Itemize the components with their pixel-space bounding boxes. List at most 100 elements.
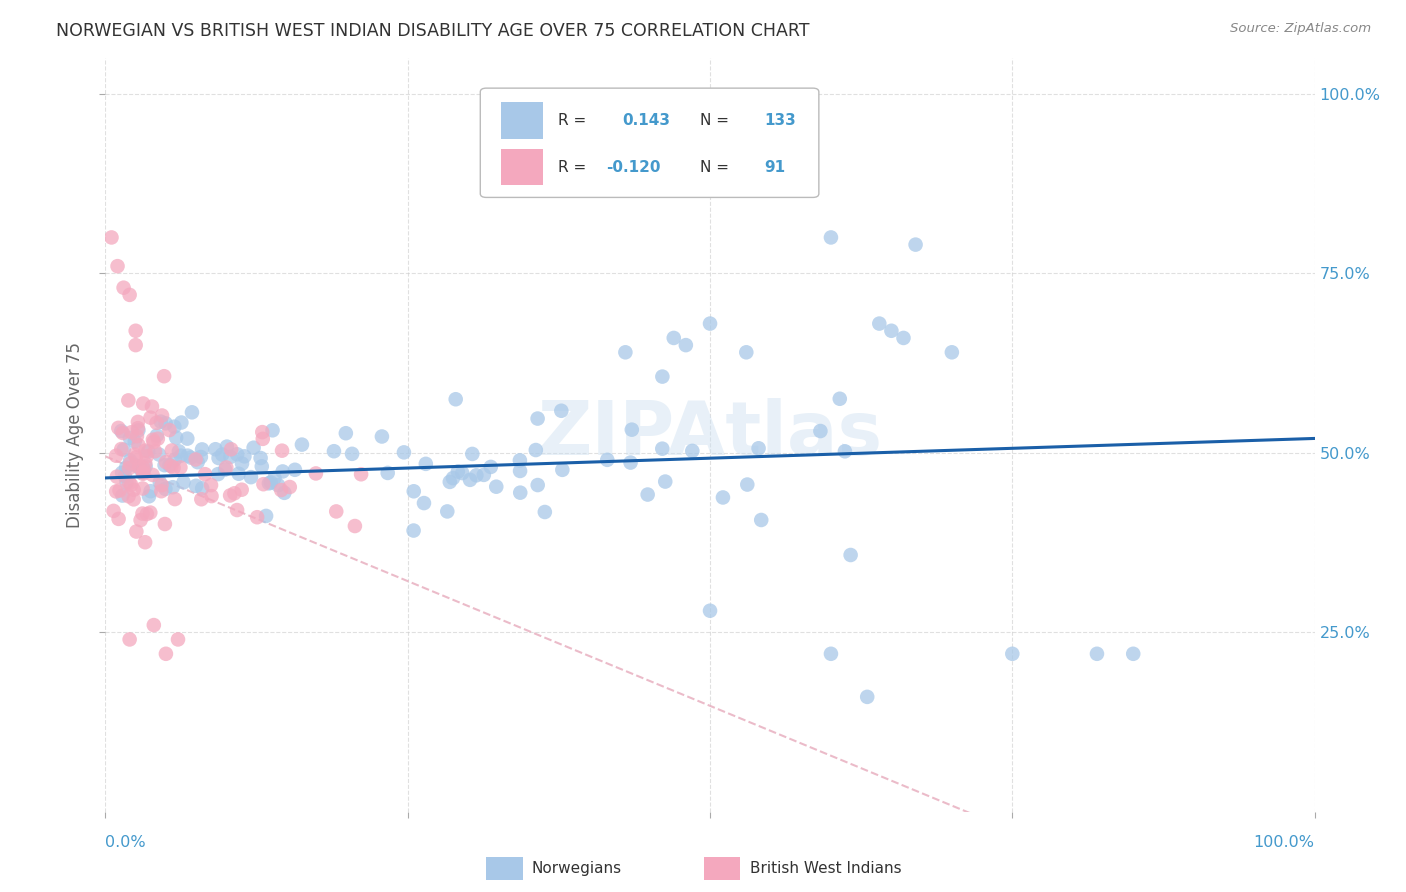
Point <box>150 478 173 492</box>
Point <box>194 467 217 482</box>
Point <box>111 425 134 440</box>
Point <box>135 507 157 521</box>
Point <box>451 466 474 480</box>
Point <box>458 473 481 487</box>
Point <box>291 437 314 451</box>
Point <box>278 480 301 494</box>
Point <box>124 324 148 338</box>
Point <box>142 434 165 449</box>
Point <box>651 442 673 456</box>
Point <box>699 317 721 331</box>
Point <box>415 457 437 471</box>
Point <box>184 479 207 493</box>
Point <box>125 524 148 539</box>
Point <box>128 459 150 474</box>
Point <box>654 475 676 489</box>
Point <box>134 535 156 549</box>
Point <box>662 331 685 345</box>
Point <box>371 429 394 443</box>
Text: N =: N = <box>700 160 730 175</box>
Point <box>155 455 177 469</box>
Point <box>150 409 173 423</box>
Point <box>146 432 169 446</box>
Point <box>211 448 233 462</box>
Point <box>165 431 187 445</box>
Point <box>509 485 531 500</box>
Point <box>180 450 202 465</box>
Point <box>834 444 856 458</box>
Point <box>142 618 165 632</box>
FancyBboxPatch shape <box>704 857 741 880</box>
Point <box>153 458 176 473</box>
Point <box>413 496 436 510</box>
Point <box>509 464 531 478</box>
Point <box>110 442 132 456</box>
Point <box>167 444 190 458</box>
Point <box>856 690 879 704</box>
Point <box>436 504 458 518</box>
Point <box>124 338 148 352</box>
Point <box>402 524 425 538</box>
Point <box>105 484 128 499</box>
Point <box>160 443 183 458</box>
Point <box>162 480 184 494</box>
Point <box>1001 647 1024 661</box>
Point <box>153 369 176 384</box>
Point <box>263 471 285 485</box>
Point <box>157 458 180 472</box>
Point <box>219 450 242 464</box>
Point <box>142 467 165 482</box>
Point <box>699 604 721 618</box>
Point <box>187 455 209 469</box>
Point <box>103 504 125 518</box>
Point <box>136 444 159 458</box>
Point <box>200 478 222 492</box>
Point <box>105 469 128 483</box>
Point <box>246 510 269 524</box>
Point <box>114 469 136 483</box>
Point <box>343 519 366 533</box>
Point <box>465 468 488 483</box>
Point <box>132 466 155 480</box>
Point <box>392 445 415 459</box>
Point <box>215 460 238 475</box>
Point <box>149 415 172 429</box>
Text: 0.0%: 0.0% <box>105 836 146 850</box>
Point <box>439 475 461 489</box>
Point <box>107 421 129 435</box>
Point <box>118 632 141 647</box>
Point <box>169 460 191 475</box>
Point <box>118 431 141 445</box>
Point <box>118 461 141 475</box>
Point <box>242 441 264 455</box>
Point <box>162 461 184 475</box>
Point <box>132 467 155 481</box>
Point <box>651 369 673 384</box>
Point <box>111 489 134 503</box>
Text: 100.0%: 100.0% <box>1254 836 1315 850</box>
Point <box>880 324 903 338</box>
Point <box>305 467 328 481</box>
Point <box>461 447 484 461</box>
Point <box>219 488 242 502</box>
Point <box>129 513 152 527</box>
Point <box>249 450 271 465</box>
Point <box>120 457 142 471</box>
Point <box>1122 647 1144 661</box>
Point <box>524 443 547 458</box>
Point <box>184 452 207 467</box>
Point <box>163 452 186 467</box>
Point <box>128 438 150 452</box>
Point <box>614 345 637 359</box>
Point <box>273 486 295 500</box>
Point <box>262 423 284 437</box>
Point <box>402 484 425 499</box>
Point <box>711 491 734 505</box>
Point <box>509 453 531 467</box>
Point <box>131 482 153 496</box>
Point <box>134 443 156 458</box>
Text: NORWEGIAN VS BRITISH WEST INDIAN DISABILITY AGE OVER 75 CORRELATION CHART: NORWEGIAN VS BRITISH WEST INDIAN DISABIL… <box>56 22 810 40</box>
Point <box>252 425 274 439</box>
Text: R =: R = <box>558 113 586 128</box>
Text: Source: ZipAtlas.com: Source: ZipAtlas.com <box>1230 22 1371 36</box>
